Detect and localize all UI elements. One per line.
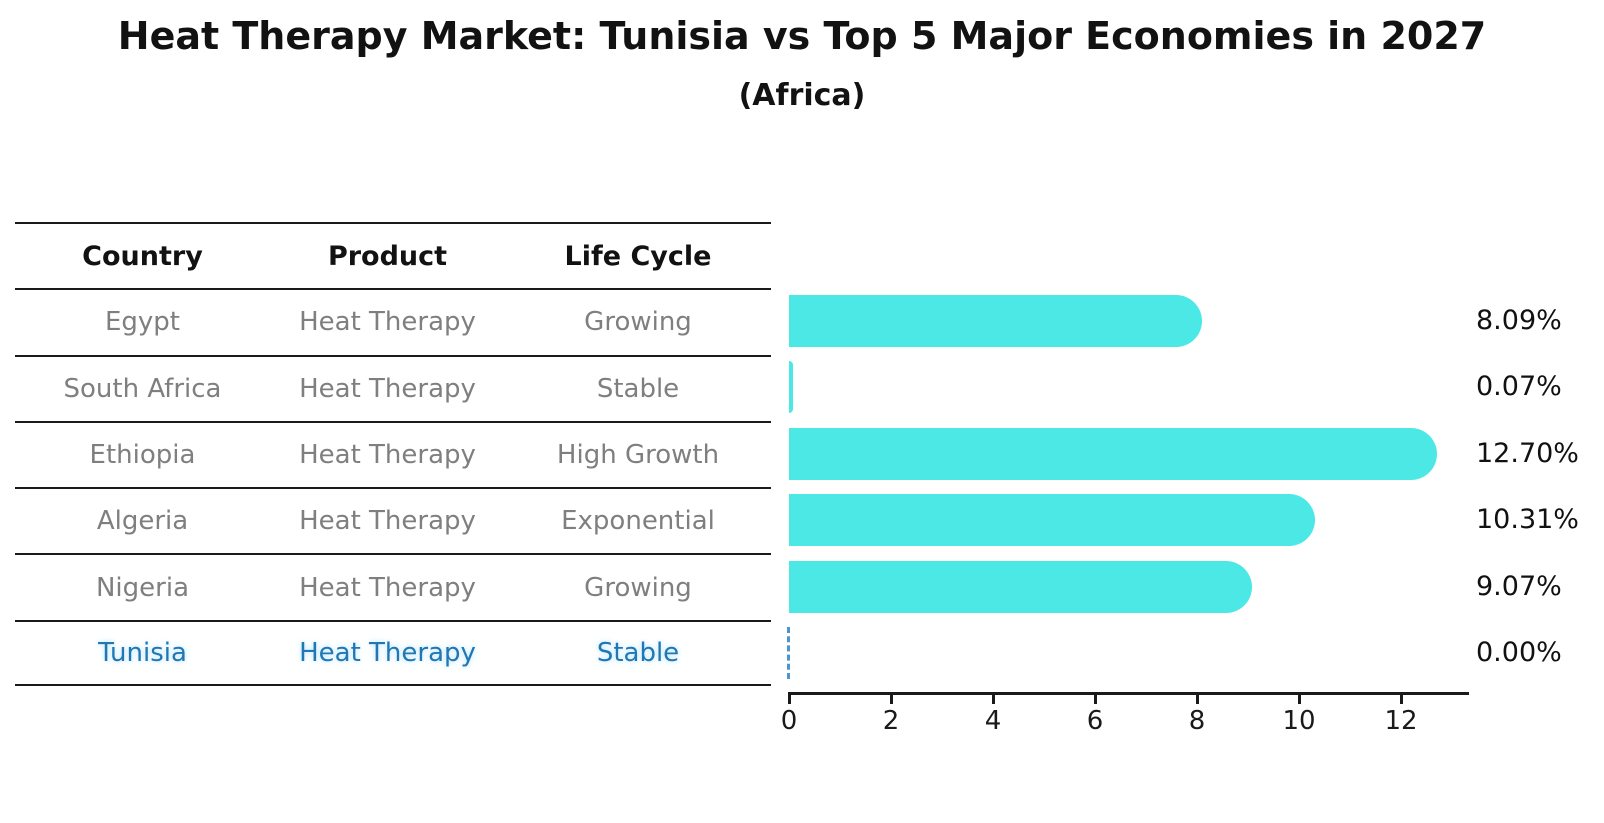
x-tick: [992, 695, 995, 704]
table-row: Egypt Heat Therapy Growing: [15, 288, 771, 354]
country-cell: Egypt: [104, 307, 181, 338]
page-title: Heat Therapy Market: Tunisia vs Top 5 Ma…: [117, 14, 1487, 58]
country-cell: Nigeria: [95, 572, 190, 603]
value-label: 9.07%: [1476, 571, 1562, 602]
product-cell: Heat Therapy: [299, 506, 476, 537]
x-tick: [1196, 695, 1199, 704]
x-tick-label: 0: [780, 706, 798, 736]
life-cycle-cell: Stable: [596, 637, 680, 668]
product-cell: Heat Therapy: [299, 307, 476, 338]
x-tick: [788, 695, 791, 704]
bar-south-africa: [789, 361, 793, 413]
table-header-row: Country Product Life Cycle: [15, 222, 771, 288]
value-label: 12.70%: [1476, 438, 1579, 469]
x-tick: [1298, 695, 1301, 704]
x-tick-label: 8: [1188, 706, 1206, 736]
country-cell: South Africa: [63, 373, 222, 404]
x-tick: [1400, 695, 1403, 704]
life-cycle-cell: High Growth: [556, 440, 720, 471]
column-header-product: Product: [327, 240, 448, 272]
bar-ethiopia: [789, 428, 1437, 480]
product-cell: Heat Therapy: [299, 637, 476, 668]
value-label: 0.07%: [1476, 371, 1562, 402]
x-tick: [890, 695, 893, 704]
x-axis-line: [788, 692, 1469, 695]
column-header-country: Country: [82, 240, 203, 272]
product-cell: Heat Therapy: [299, 572, 476, 603]
life-cycle-cell: Growing: [584, 572, 692, 603]
life-cycle-cell: Stable: [596, 373, 680, 404]
page-subtitle: (Africa): [738, 78, 866, 113]
x-tick-label: 2: [882, 706, 900, 736]
column-header-life-cycle: Life Cycle: [564, 240, 712, 272]
table-row: Ethiopia Heat Therapy High Growth: [15, 420, 771, 487]
table-row-tunisia-highlight: Tunisia Heat Therapy Stable: [15, 619, 771, 687]
x-tick-label: 4: [984, 706, 1002, 736]
table-row: South Africa Heat Therapy Stable: [15, 354, 771, 421]
product-cell: Heat Therapy: [299, 440, 476, 471]
bar-nigeria: [789, 561, 1252, 613]
value-label: 8.09%: [1476, 305, 1562, 336]
x-tick-label: 12: [1384, 706, 1418, 736]
country-cell: Ethiopia: [89, 440, 196, 471]
table-row: Algeria Heat Therapy Exponential: [15, 487, 771, 553]
country-cell: Tunisia: [98, 637, 187, 668]
bar-algeria: [789, 494, 1315, 546]
product-cell: Heat Therapy: [299, 373, 476, 404]
life-cycle-cell: Exponential: [561, 506, 715, 537]
data-table: Country Product Life Cycle Egypt Heat Th…: [15, 222, 771, 687]
tunisia-zero-dashed-marker: [787, 627, 790, 679]
table-row: Nigeria Heat Therapy Growing: [15, 553, 771, 619]
x-tick-label: 10: [1282, 706, 1316, 736]
bar-egypt: [789, 295, 1202, 347]
x-tick: [1094, 695, 1097, 704]
value-label: 10.31%: [1476, 504, 1579, 535]
life-cycle-cell: Growing: [584, 307, 692, 338]
country-cell: Algeria: [96, 506, 189, 537]
x-tick-label: 6: [1086, 706, 1104, 736]
value-label: 0.00%: [1476, 637, 1562, 668]
